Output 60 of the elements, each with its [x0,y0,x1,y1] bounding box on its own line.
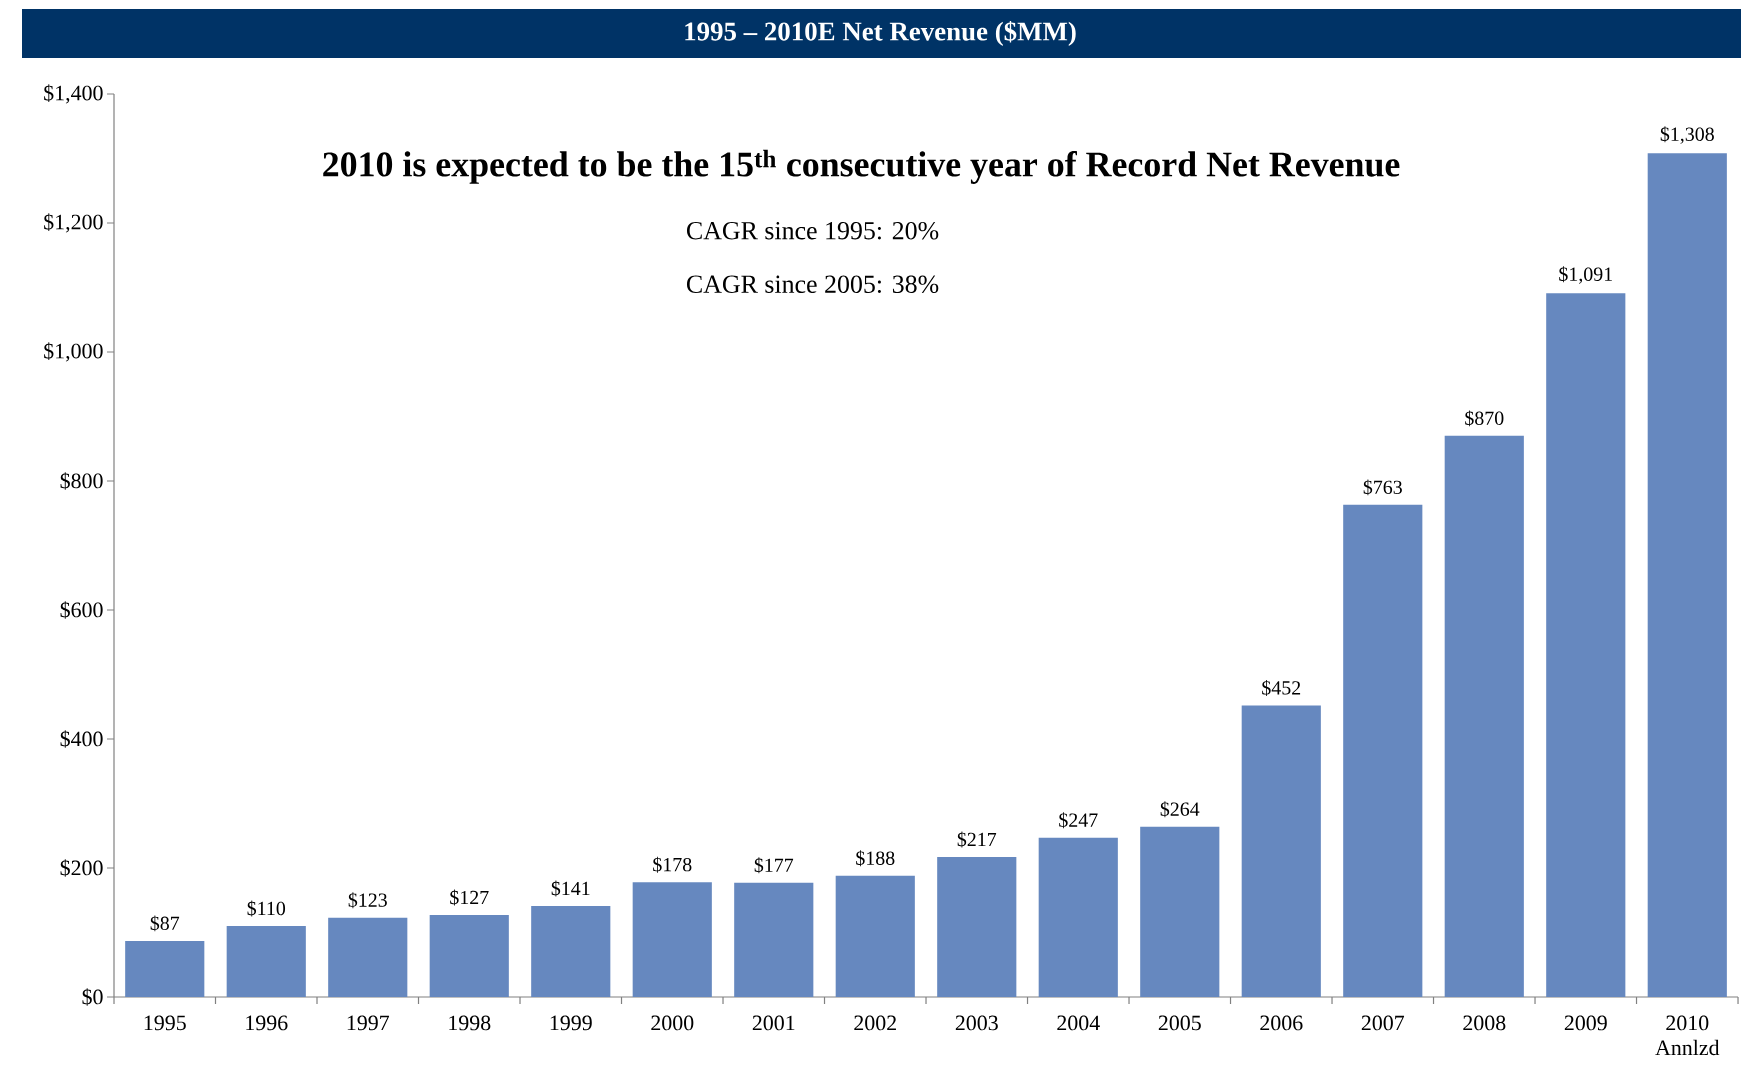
data-label: $247 [1059,812,1098,829]
bar [226,926,306,997]
x-tick-label: 2006 [1260,1015,1303,1031]
data-label: $127 [450,889,489,906]
data-label: $763 [1363,479,1402,496]
y-tick-label: $200 [60,859,103,877]
data-label: $141 [551,880,590,897]
bar [531,906,611,997]
x-tick-label: 1995 [144,1015,186,1031]
x-tick-label: 2008 [1463,1015,1506,1031]
chart-title: 1995 – 2010E Net Revenue ($MM) [685,20,1076,47]
y-tick-label: $1,200 [44,213,103,233]
bar [1647,153,1727,997]
x-tick-label: 1997 [347,1015,390,1031]
bar [1444,435,1524,997]
bar [1343,504,1423,997]
data-label: $177 [754,857,794,874]
bar [632,882,712,997]
bar [1546,293,1626,997]
data-label: $452 [1262,679,1301,696]
y-tick-label: $600 [60,601,103,619]
annotation: CAGR since 1995: 20% [686,221,939,240]
y-tick-label: $800 [60,472,103,490]
x-tick-label: 1996 [246,1015,288,1031]
data-label: $1,308 [1660,126,1714,144]
x-tick-label: 1998 [449,1015,491,1031]
bar [1241,705,1321,997]
x-tick-label: 2009 [1564,1015,1607,1031]
data-label: $188 [856,850,895,867]
bar [328,917,408,997]
x-tick-label: 2010 Annlzd [1655,1015,1720,1056]
bar [429,915,509,997]
bar [1038,837,1118,997]
x-tick-label: 2003 [955,1015,998,1031]
y-tick-label: $1,400 [44,84,103,104]
data-label: $178 [653,856,692,873]
data-label: $264 [1160,801,1200,818]
x-tick-label: 2005 [1158,1015,1201,1031]
data-label: $870 [1465,410,1504,427]
y-tick-label: $0 [82,988,103,1006]
data-label: $110 [247,900,286,917]
x-tick-label: 1999 [550,1015,592,1031]
bar [734,882,814,997]
data-label: $1,091 [1559,266,1612,284]
bar [125,940,205,997]
x-tick-label: 2001 [752,1015,795,1031]
y-tick-label: $1,000 [44,342,103,362]
bar [1140,826,1220,997]
x-tick-label: 2000 [651,1015,694,1031]
x-tick-label: 2007 [1361,1015,1405,1031]
x-tick-label: 2004 [1057,1015,1100,1031]
annotation: 2010 is expected to be the 15$^{th}$ consecutive year of Record Net Revenue [323,149,1400,184]
bar [835,875,915,997]
data-label: $123 [348,892,387,909]
data-label: $217 [957,831,997,848]
annotation: CAGR since 2005: 38% [686,275,939,294]
x-tick-label: 2002 [854,1015,896,1031]
y-tick-label: $400 [60,730,103,748]
bar [937,857,1017,997]
data-label: $87 [150,915,180,932]
